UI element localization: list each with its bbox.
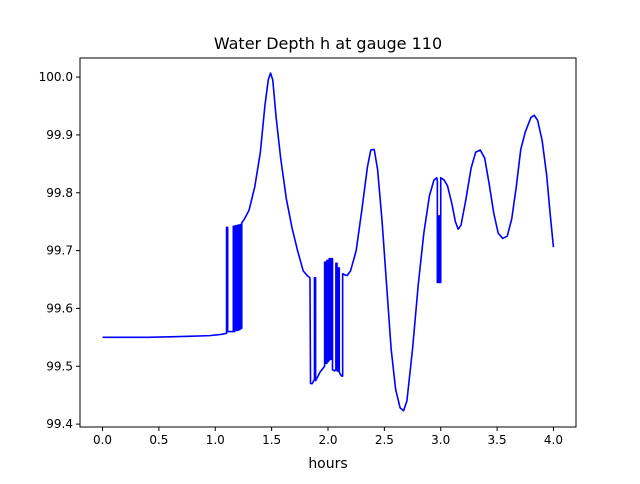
y-tick-label: 99.8 (46, 186, 73, 200)
x-tick-label: 1.0 (206, 433, 225, 447)
x-axis-label: hours (308, 456, 347, 472)
y-tick-label: 100.0 (39, 70, 73, 84)
chart-title: Water Depth h at gauge 110 (214, 34, 442, 53)
x-tick-label: 4.0 (544, 433, 563, 447)
x-tick-label: 0.5 (149, 433, 168, 447)
x-tick-label: 3.0 (431, 433, 450, 447)
x-tick-label: 2.5 (375, 433, 394, 447)
x-tick-label: 2.0 (318, 433, 337, 447)
y-tick-label: 99.5 (46, 359, 73, 373)
y-tick-label: 99.4 (46, 417, 73, 431)
x-tick-label: 3.5 (488, 433, 507, 447)
y-tick-label: 99.7 (46, 244, 73, 258)
data-series-line-0 (102, 72, 555, 412)
x-tick-label: 1.5 (262, 433, 281, 447)
y-tick-label: 99.9 (46, 128, 73, 142)
plot-area: 0.0 0.5 1.0 1.5 2.0 2.5 3.0 3.5 4.0 99.4 99.5 99.6 9… (39, 57, 577, 447)
y-tick-label: 99.6 (46, 301, 73, 315)
x-tick-label: 0.0 (93, 433, 112, 447)
